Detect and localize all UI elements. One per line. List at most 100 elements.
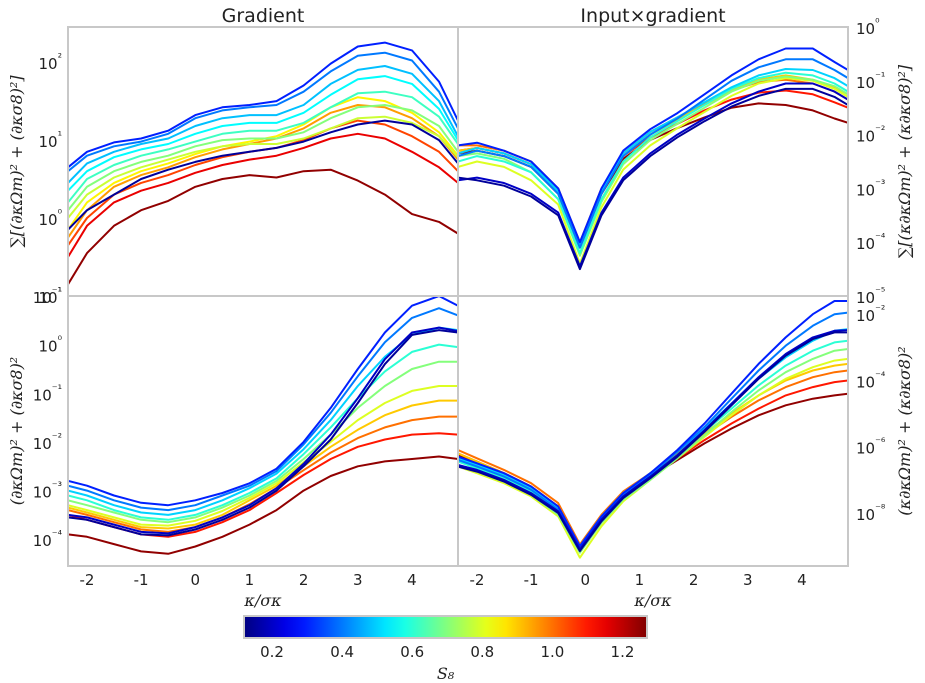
y-tick-label: 10⁻³ (856, 177, 885, 199)
y-tick-label: 10⁻¹ (33, 285, 62, 307)
series-line (458, 311, 848, 549)
series-line (458, 331, 848, 553)
series-line (458, 47, 848, 244)
series-line (68, 41, 458, 169)
y-tick-base: 10 (38, 338, 57, 356)
x-tick-label: 2 (299, 571, 309, 589)
y-tick-label: 10⁻¹ (856, 70, 885, 92)
y-tick-label: 10⁰ (38, 207, 62, 229)
series-line (68, 65, 458, 184)
y-tick-base: 10 (856, 74, 875, 92)
colorbar-tick-label: 0.8 (470, 643, 494, 661)
y-tick-label: 10⁻⁴ (856, 231, 886, 253)
series-line (68, 119, 458, 231)
y-tick-base: 10 (856, 307, 875, 325)
panel-frame (457, 295, 849, 567)
y-tick-base: 10 (38, 211, 57, 229)
x-tick-label: -1 (134, 571, 149, 589)
colorbar: 0.2 0.4 0.6 0.8 1.0 1.2 S₈ (243, 615, 648, 683)
series-line (458, 379, 848, 549)
series-line (68, 115, 458, 219)
panel-title: Input×gradient (580, 5, 725, 27)
series-line (68, 399, 458, 530)
y-tick-label: 10² (38, 51, 62, 73)
y-tick-base: 10 (856, 373, 875, 391)
series-line (68, 90, 458, 204)
y-axis-label: (κ∂κΩm)² + (κ∂κσ8)² (895, 346, 914, 515)
y-tick-exponent: ⁻³ (52, 480, 62, 493)
series-line (68, 168, 458, 285)
y-tick-exponent: ⁻⁸ (875, 502, 886, 515)
series-line (458, 77, 848, 265)
series-line (458, 82, 848, 268)
colorbar-tick-label: 1.0 (540, 643, 564, 661)
y-tick-exponent: ⁻² (52, 431, 62, 444)
y-tick-exponent: ¹ (58, 285, 62, 298)
panel-bottom-right: 10⁻⁸10⁻⁶10⁻⁴10⁻²-2 -1 0 1 2 3 4κ/σκ(κ∂κΩm)² + … (457, 295, 914, 610)
series-group (68, 41, 458, 285)
y-tick-exponent: ⁻² (875, 303, 885, 316)
y-axis-label: (∂κΩm)² + (∂κσ8)² (7, 357, 26, 505)
x-axis-label: κ/σκ (633, 591, 672, 610)
series-line (458, 369, 848, 546)
series-line (458, 328, 848, 548)
y-tick-exponent: ⁰ (58, 334, 63, 347)
y-tick-label: 10⁻⁸ (856, 502, 886, 524)
series-line (68, 51, 458, 172)
y-tick-base: 10 (856, 20, 875, 38)
x-tick-label: 1 (245, 571, 255, 589)
y-tick-base: 10 (856, 289, 875, 307)
y-tick-base: 10 (856, 181, 875, 199)
y-tick-base: 10 (856, 506, 875, 524)
y-tick-exponent: ⁰ (875, 16, 880, 29)
series-line (458, 102, 848, 249)
y-tick-base: 10 (38, 55, 57, 73)
series-line (458, 58, 848, 249)
x-tick-label: 2 (689, 571, 699, 589)
series-line (458, 339, 848, 551)
x-tick-label: 4 (407, 571, 417, 589)
x-tick-label: 4 (797, 571, 807, 589)
series-line (68, 326, 458, 535)
series-line (458, 87, 848, 271)
y-tick-exponent: ⁻⁶ (875, 436, 886, 449)
series-line (68, 307, 458, 512)
x-tick-label: 0 (191, 571, 201, 589)
series-line (458, 329, 848, 551)
y-tick-base: 10 (33, 386, 52, 404)
y-tick-exponent: ¹ (58, 129, 62, 142)
y-tick-label: 10⁻⁵ (856, 285, 885, 307)
series-line (68, 360, 458, 524)
series-line (68, 104, 458, 211)
y-tick-exponent: ⁻¹ (875, 70, 885, 83)
panel-title: Gradient (222, 5, 305, 27)
series-line (68, 343, 458, 521)
y-tick-exponent: ⁻¹ (52, 382, 62, 395)
x-tick-label: -2 (79, 571, 94, 589)
series-line (68, 455, 458, 555)
y-tick-exponent: ⁻⁴ (875, 231, 886, 244)
colorbar-tick-label: 1.2 (611, 643, 635, 661)
y-tick-label: 10⁻¹ (33, 382, 62, 404)
x-tick-label: -1 (524, 571, 539, 589)
series-line (68, 296, 458, 507)
y-tick-base: 10 (33, 435, 52, 453)
series-line (68, 75, 458, 192)
y-tick-exponent: ⁰ (58, 207, 63, 220)
y-tick-base: 10 (856, 128, 875, 146)
y-tick-label: 10⁻⁶ (856, 436, 886, 458)
colorbar-tick-label: 0.4 (330, 643, 354, 661)
series-line (458, 357, 848, 559)
y-tick-exponent: ⁻⁴ (875, 369, 886, 382)
series-line (458, 71, 848, 254)
colorbar-label: S₈ (437, 664, 455, 683)
series-line (68, 132, 458, 258)
series-line (68, 329, 458, 537)
x-tick-label: 3 (743, 571, 753, 589)
y-axis-label: ∑[(∂κΩm)² + (∂κσ8)²] (7, 75, 26, 248)
series-group (68, 296, 458, 555)
colorbar-tick-label: 0.6 (400, 643, 424, 661)
x-tick-label: -2 (469, 571, 484, 589)
